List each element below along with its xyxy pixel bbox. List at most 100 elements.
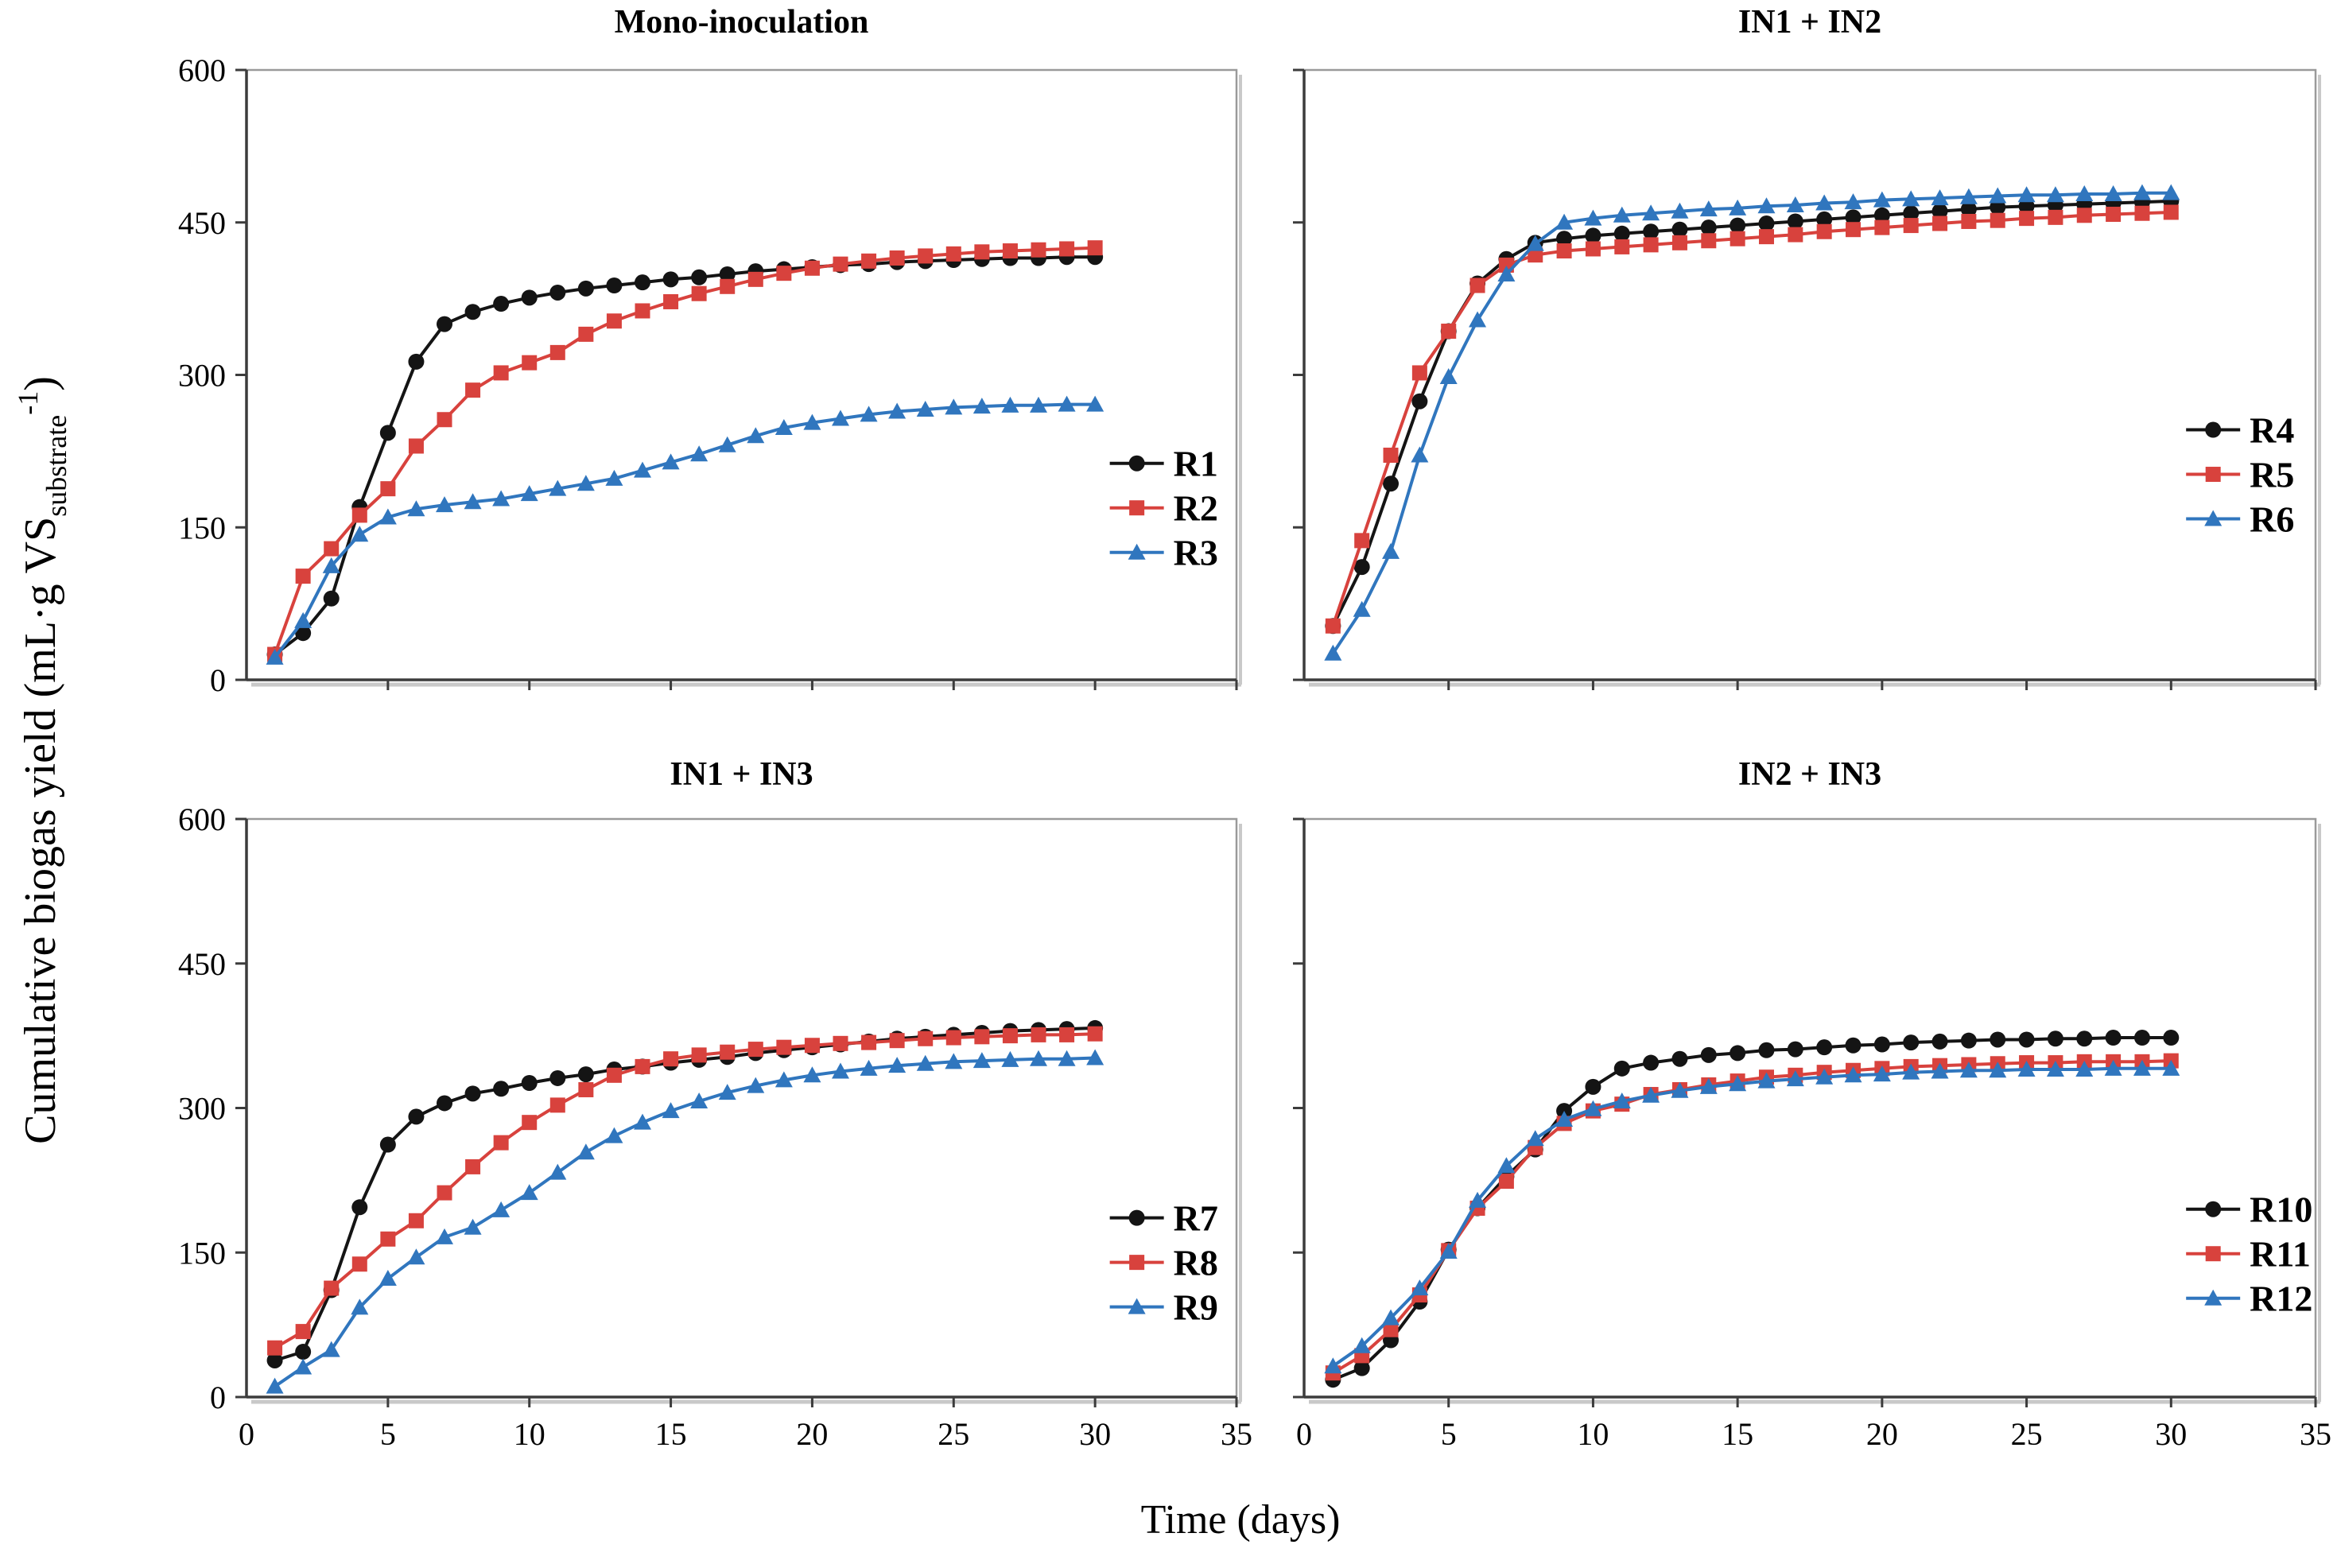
triangle-marker <box>464 493 482 510</box>
plot-area <box>1302 68 2321 687</box>
triangle-marker <box>520 1184 538 1201</box>
triangle-marker <box>1699 200 1718 217</box>
square-marker <box>437 1185 452 1201</box>
circle-marker <box>662 271 679 288</box>
square-marker <box>804 1038 820 1054</box>
square-marker <box>1846 222 1862 238</box>
x-tick-label: 30 <box>2155 1416 2187 1452</box>
square-marker <box>2163 204 2179 220</box>
triangle-marker <box>1324 1357 1342 1374</box>
series-R2-markers <box>267 240 1103 662</box>
square-marker <box>1932 215 1948 231</box>
circle-marker <box>1873 1036 1890 1053</box>
triangle-marker <box>1989 1062 2007 1078</box>
x-tick-label: 0 <box>239 1416 254 1452</box>
x-tick-label: 20 <box>1866 1416 1898 1452</box>
square-marker <box>1087 1026 1103 1042</box>
circle-marker <box>1960 1032 1977 1049</box>
legend-R7: R7 <box>1109 1198 1218 1239</box>
triangle-marker <box>2046 186 2064 203</box>
series-R12-markers <box>1324 1059 2180 1374</box>
triangle-marker <box>1786 1070 1804 1087</box>
square-marker <box>1816 223 1832 239</box>
circle-marker <box>1383 475 1400 492</box>
square-marker <box>663 1051 679 1067</box>
square-marker <box>606 1067 622 1083</box>
circle-marker <box>1787 1041 1803 1058</box>
square-legend-marker <box>1129 500 1145 516</box>
square-marker <box>1031 1027 1046 1042</box>
triangle-marker <box>492 1201 511 1217</box>
triangle-marker <box>860 406 878 422</box>
triangle-marker <box>577 1143 595 1160</box>
square-marker <box>1961 213 1977 229</box>
x-tick-label: 5 <box>380 1416 396 1452</box>
square-marker <box>1383 1322 1399 1337</box>
y-tick-label: 450 <box>178 946 226 982</box>
triangle-marker <box>2075 1061 2094 1077</box>
series-R12-line <box>1332 1066 2172 1368</box>
square-marker <box>2048 209 2063 225</box>
x-tick-label: 25 <box>2011 1416 2043 1452</box>
triangle-marker <box>1497 1157 1516 1174</box>
circle-marker <box>1700 1046 1717 1063</box>
square-marker <box>747 271 763 287</box>
square-marker <box>945 1030 961 1046</box>
legend-R1: R1 <box>1109 444 1218 484</box>
triangle-marker <box>718 1084 736 1100</box>
series-R5 <box>1325 204 2179 634</box>
triangle-marker <box>1584 209 1602 226</box>
y-axis: 0 150 300 450 600 <box>178 52 247 698</box>
y-tick-label: 300 <box>178 1091 226 1127</box>
triangle-marker <box>351 526 369 542</box>
triangle-marker <box>1671 202 1689 219</box>
chart-title-in2-in3: IN2 + IN3 <box>1737 756 1882 793</box>
square-marker <box>1031 242 1046 258</box>
triangle-marker <box>747 427 765 444</box>
circle-marker <box>1585 1078 1601 1095</box>
square-marker <box>1671 235 1687 250</box>
triangle-legend-marker <box>1128 543 1146 560</box>
circle-marker <box>295 1344 312 1360</box>
triangle-marker <box>1411 446 1429 463</box>
square-marker <box>493 365 509 381</box>
triangle-marker <box>1030 1050 1047 1066</box>
circle-marker <box>408 353 425 370</box>
square-marker <box>1354 533 1370 549</box>
triangle-legend-marker <box>2204 510 2223 526</box>
square-marker <box>861 253 877 269</box>
circle-marker <box>408 1108 425 1125</box>
x-tick-label: 10 <box>1577 1416 1609 1452</box>
square-marker <box>635 1058 650 1074</box>
legend-label-R9: R9 <box>1174 1287 1218 1328</box>
square-marker <box>1528 247 1543 263</box>
square-marker <box>918 248 934 264</box>
square-marker <box>1614 239 1630 254</box>
triangle-marker <box>2017 1061 2036 1077</box>
legend-label-R4: R4 <box>2250 410 2294 451</box>
triangle-marker <box>1959 188 1978 204</box>
circle-marker <box>2018 1031 2035 1048</box>
square-marker <box>1701 233 1717 249</box>
circle-marker <box>2076 1030 2093 1047</box>
square-marker <box>295 569 311 584</box>
circle-marker <box>577 280 594 297</box>
square-marker <box>691 285 707 301</box>
y-tick-label: 0 <box>210 1380 226 1415</box>
legend-label-R1: R1 <box>1174 444 1218 484</box>
chart-title-in1-in2: IN1 + IN2 <box>1737 4 1882 41</box>
square-marker <box>324 541 340 557</box>
circle-marker <box>379 425 396 441</box>
square-marker <box>635 303 650 319</box>
legend-label-R11: R11 <box>2250 1234 2311 1275</box>
circle-marker <box>521 289 538 306</box>
square-marker <box>522 1115 538 1131</box>
triangle-marker <box>888 402 907 419</box>
circle-marker <box>1643 1054 1660 1071</box>
circle-marker <box>549 1069 566 1086</box>
square-marker <box>747 1042 763 1058</box>
circle-marker <box>1613 1060 1630 1077</box>
y-tick-label: 150 <box>178 1235 226 1271</box>
